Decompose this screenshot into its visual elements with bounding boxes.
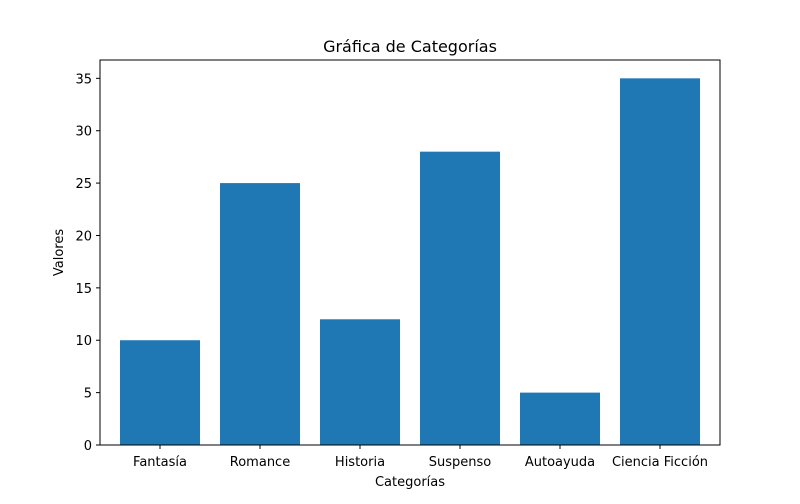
x-tick-label-1: Romance bbox=[230, 455, 290, 470]
bars-group bbox=[120, 78, 700, 445]
bar-2 bbox=[320, 319, 400, 445]
bar-1 bbox=[220, 183, 300, 445]
bar-0 bbox=[120, 340, 200, 445]
bar-5 bbox=[620, 78, 700, 445]
y-tick-label-4: 20 bbox=[75, 229, 92, 244]
bar-4 bbox=[520, 392, 600, 445]
chart-title: Gráfica de Categorías bbox=[323, 37, 497, 56]
plot-frame bbox=[99, 59, 721, 446]
y-axis: 0 5 10 15 20 25 30 35 bbox=[75, 72, 100, 454]
x-tick-label-2: Historia bbox=[335, 455, 385, 470]
x-axis-label: Categorías bbox=[375, 475, 445, 490]
y-axis-label: Valores bbox=[52, 229, 67, 276]
bar-3 bbox=[420, 151, 500, 445]
y-tick-label-5: 25 bbox=[75, 177, 92, 192]
y-tick-label-6: 30 bbox=[75, 125, 92, 140]
x-tick-label-4: Autoayuda bbox=[525, 455, 595, 470]
x-tick-label-5: Ciencia Ficción bbox=[612, 455, 708, 470]
y-tick-label-3: 15 bbox=[75, 282, 92, 297]
y-tick-label-1: 5 bbox=[84, 387, 92, 402]
y-tick-label-0: 0 bbox=[84, 439, 92, 454]
x-tick-label-0: Fantasía bbox=[133, 455, 187, 470]
x-axis: Fantasía Romance Historia Suspenso Autoayuda… bbox=[133, 445, 708, 470]
x-tick-label-3: Suspenso bbox=[429, 455, 492, 470]
y-tick-label-7: 35 bbox=[75, 72, 92, 87]
y-tick-label-2: 10 bbox=[75, 334, 92, 349]
